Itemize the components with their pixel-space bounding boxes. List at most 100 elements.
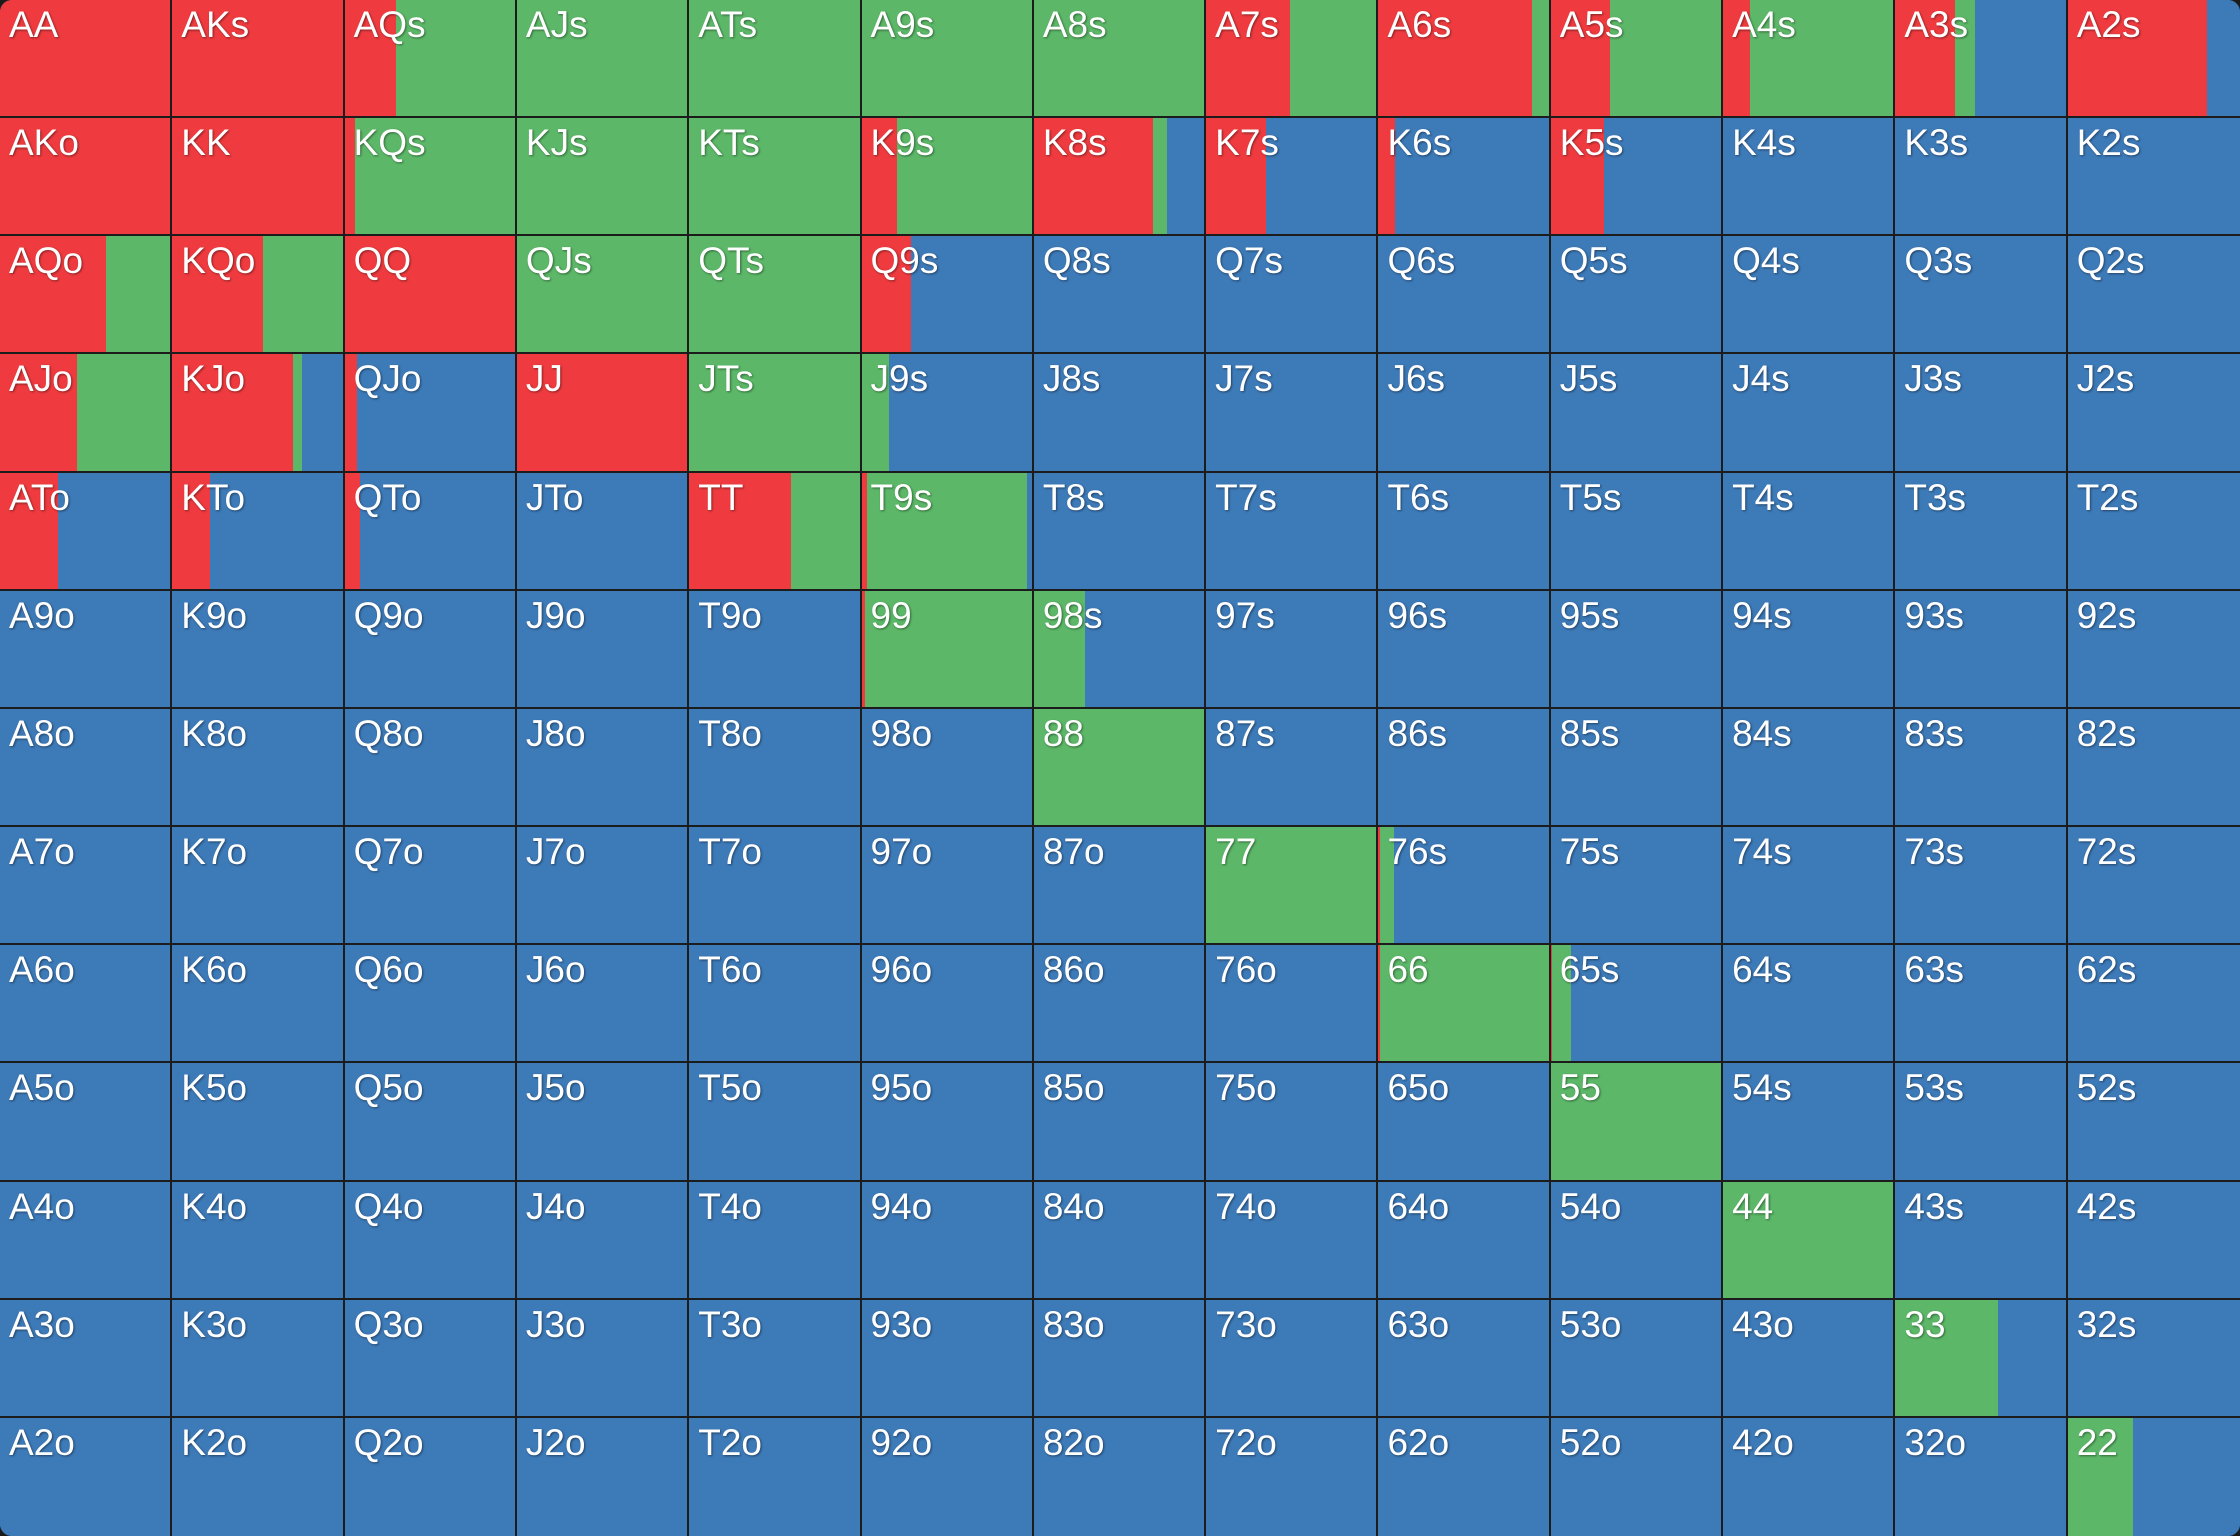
hand-cell[interactable]: 22 — [2067, 1417, 2240, 1536]
hand-cell[interactable]: J5s — [1550, 354, 1724, 473]
hand-cell[interactable]: A9o — [0, 590, 173, 709]
hand-cell[interactable]: J9s — [861, 354, 1034, 473]
hand-cell[interactable]: JTo — [516, 472, 690, 591]
hand-cell[interactable]: T3o — [689, 1299, 862, 1418]
hand-cell[interactable]: J8o — [516, 708, 690, 828]
hand-cell[interactable]: Q5s — [1550, 236, 1724, 355]
hand-cell[interactable]: J2s — [2067, 354, 2240, 473]
hand-cell[interactable]: 54s — [1723, 1063, 1896, 1182]
hand-cell[interactable]: K8s — [1033, 118, 1207, 237]
hand-cell[interactable]: K6s — [1378, 118, 1551, 237]
hand-cell[interactable]: K2s — [2067, 118, 2240, 237]
hand-cell[interactable]: A7o — [0, 827, 173, 946]
hand-cell[interactable]: A3o — [0, 1299, 173, 1418]
hand-cell[interactable]: 62s — [2067, 945, 2240, 1064]
hand-cell[interactable]: 83o — [1033, 1299, 1207, 1418]
hand-cell[interactable]: AQo — [0, 236, 173, 355]
hand-cell[interactable]: 97o — [861, 827, 1034, 946]
hand-cell[interactable]: A5o — [0, 1063, 173, 1182]
hand-cell[interactable]: J7o — [516, 827, 690, 946]
hand-cell[interactable]: JJ — [516, 354, 690, 473]
hand-cell[interactable]: T7o — [689, 827, 862, 946]
hand-cell[interactable]: AA — [0, 0, 173, 119]
hand-cell[interactable]: 66 — [1378, 945, 1551, 1064]
hand-cell[interactable]: K9s — [861, 118, 1034, 237]
hand-cell[interactable]: AKo — [0, 118, 173, 237]
hand-cell[interactable]: Q2o — [344, 1417, 517, 1536]
hand-cell[interactable]: T5s — [1550, 472, 1724, 591]
hand-cell[interactable]: 94o — [861, 1181, 1034, 1300]
hand-cell[interactable]: 64o — [1378, 1181, 1551, 1300]
hand-cell[interactable]: Q6o — [344, 945, 517, 1064]
hand-cell[interactable]: J3s — [1895, 354, 2068, 473]
hand-cell[interactable]: JTs — [689, 354, 862, 473]
hand-cell[interactable]: K9o — [172, 590, 345, 709]
hand-cell[interactable]: J6s — [1378, 354, 1551, 473]
hand-cell[interactable]: 65o — [1378, 1063, 1551, 1182]
hand-cell[interactable]: 63s — [1895, 945, 2068, 1064]
hand-cell[interactable]: 53o — [1550, 1299, 1724, 1418]
hand-cell[interactable]: 99 — [861, 590, 1034, 709]
hand-cell[interactable]: K3o — [172, 1299, 345, 1418]
hand-cell[interactable]: J7s — [1206, 354, 1379, 473]
hand-cell[interactable]: T2s — [2067, 472, 2240, 591]
hand-cell[interactable]: QTo — [344, 472, 517, 591]
hand-cell[interactable]: Q8o — [344, 708, 517, 828]
hand-cell[interactable]: 73o — [1206, 1299, 1379, 1418]
hand-cell[interactable]: A8o — [0, 708, 173, 828]
hand-cell[interactable]: KTs — [689, 118, 862, 237]
hand-cell[interactable]: J4o — [516, 1181, 690, 1300]
hand-cell[interactable]: A3s — [1895, 0, 2068, 119]
hand-cell[interactable]: J9o — [516, 590, 690, 709]
hand-cell[interactable]: 52s — [2067, 1063, 2240, 1182]
hand-cell[interactable]: KTo — [172, 472, 345, 591]
hand-cell[interactable]: 76o — [1206, 945, 1379, 1064]
hand-cell[interactable]: 83s — [1895, 708, 2068, 828]
hand-cell[interactable]: K7o — [172, 827, 345, 946]
hand-cell[interactable]: T5o — [689, 1063, 862, 1182]
hand-cell[interactable]: 94s — [1723, 590, 1896, 709]
hand-cell[interactable]: 76s — [1378, 827, 1551, 946]
hand-cell[interactable]: 88 — [1033, 708, 1207, 828]
hand-cell[interactable]: KJs — [516, 118, 690, 237]
hand-cell[interactable]: 43o — [1723, 1299, 1896, 1418]
hand-cell[interactable]: 98s — [1033, 590, 1207, 709]
hand-cell[interactable]: 85s — [1550, 708, 1724, 828]
hand-cell[interactable]: T9o — [689, 590, 862, 709]
hand-cell[interactable]: 32s — [2067, 1299, 2240, 1418]
hand-cell[interactable]: 82o — [1033, 1417, 1207, 1536]
hand-cell[interactable]: A6s — [1378, 0, 1551, 119]
hand-cell[interactable]: Q3o — [344, 1299, 517, 1418]
hand-cell[interactable]: QJo — [344, 354, 517, 473]
hand-cell[interactable]: KK — [172, 118, 345, 237]
hand-cell[interactable]: KQs — [344, 118, 517, 237]
hand-cell[interactable]: 33 — [1895, 1299, 2068, 1418]
hand-cell[interactable]: 63o — [1378, 1299, 1551, 1418]
hand-cell[interactable]: 64s — [1723, 945, 1896, 1064]
hand-cell[interactable]: TT — [689, 472, 862, 591]
hand-cell[interactable]: Q7s — [1206, 236, 1379, 355]
hand-cell[interactable]: K4o — [172, 1181, 345, 1300]
hand-cell[interactable]: 87s — [1206, 708, 1379, 828]
hand-cell[interactable]: 65s — [1550, 945, 1724, 1064]
hand-cell[interactable]: AJo — [0, 354, 173, 473]
hand-cell[interactable]: T6o — [689, 945, 862, 1064]
hand-cell[interactable]: J4s — [1723, 354, 1896, 473]
hand-cell[interactable]: A2s — [2067, 0, 2240, 119]
hand-cell[interactable]: 74s — [1723, 827, 1896, 946]
hand-cell[interactable]: AKs — [172, 0, 345, 119]
hand-cell[interactable]: Q8s — [1033, 236, 1207, 355]
hand-cell[interactable]: 62o — [1378, 1417, 1551, 1536]
hand-cell[interactable]: T7s — [1206, 472, 1379, 591]
hand-cell[interactable]: T8o — [689, 708, 862, 828]
hand-cell[interactable]: 96o — [861, 945, 1034, 1064]
hand-cell[interactable]: 85o — [1033, 1063, 1207, 1182]
hand-cell[interactable]: T9s — [861, 472, 1034, 591]
hand-cell[interactable]: J8s — [1033, 354, 1207, 473]
hand-cell[interactable]: J5o — [516, 1063, 690, 1182]
hand-cell[interactable]: AQs — [344, 0, 517, 119]
hand-cell[interactable]: ATs — [689, 0, 862, 119]
hand-cell[interactable]: ATo — [0, 472, 173, 591]
hand-cell[interactable]: J6o — [516, 945, 690, 1064]
hand-cell[interactable]: 44 — [1723, 1181, 1896, 1300]
